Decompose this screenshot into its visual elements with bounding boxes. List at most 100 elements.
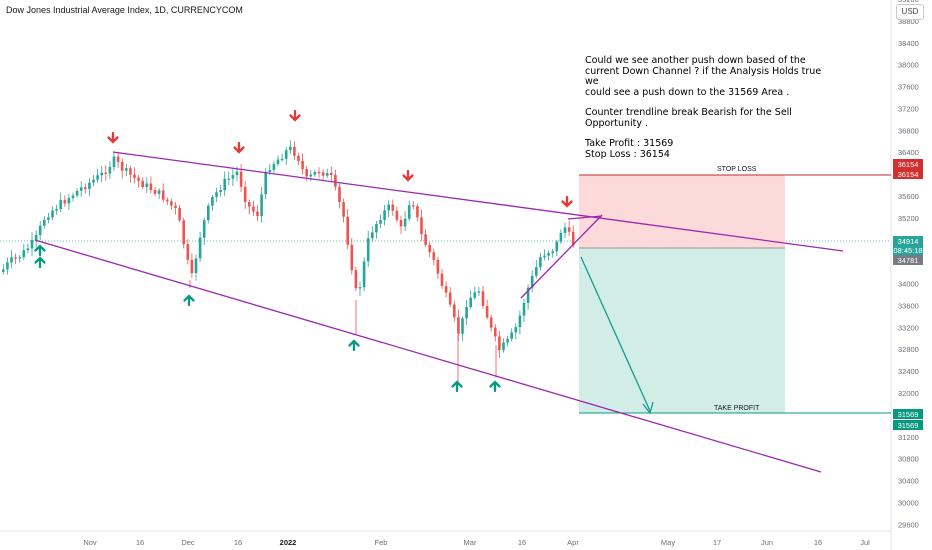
x-tick-label: Feb [375, 538, 388, 547]
channel-upper-line [112, 151, 844, 252]
candle-body [63, 200, 67, 204]
price-label-box [893, 245, 923, 255]
x-tick-label: 16 [814, 538, 822, 547]
candle-body [457, 317, 460, 334]
note-line: Stop Loss : 36154 [585, 148, 670, 160]
candle-body [559, 232, 563, 242]
y-tick-label: 29600 [898, 520, 919, 529]
y-tick-label: 35200 [898, 214, 919, 223]
candle-body [276, 159, 280, 165]
down-arrow-icon [233, 141, 245, 154]
y-tick-label: 38800 [898, 17, 919, 26]
channel-lines [34, 151, 844, 473]
price-label: 31569 [898, 410, 919, 419]
candle-body [47, 217, 50, 220]
candle-body [313, 172, 317, 175]
candle-body [391, 204, 395, 211]
y-tick-label: 36400 [898, 148, 919, 157]
analysis-note: Could we see another push down based of … [585, 55, 825, 160]
candle-body [280, 158, 284, 161]
up-arrow-icon [34, 244, 46, 257]
candle-body [354, 270, 358, 289]
candles [2, 140, 575, 385]
candle-body [301, 160, 304, 170]
candle-body [346, 216, 349, 245]
x-tick-label: Dec [181, 538, 195, 547]
candle-body [317, 172, 321, 174]
candle-body [284, 150, 288, 159]
candle-body [38, 225, 42, 236]
candle-body [535, 267, 538, 276]
y-tick-label: 39200 [898, 0, 919, 4]
candle-body [473, 292, 477, 298]
note-line: current Down Channel ? if the Analysis H… [585, 65, 822, 87]
y-tick-label: 37600 [898, 83, 919, 92]
candle-body [108, 167, 112, 174]
position-tool[interactable]: STOP LOSS TAKE PROFIT [579, 166, 891, 414]
candle-body [79, 187, 83, 191]
candle-body [243, 186, 247, 202]
currency-button[interactable]: USD [896, 4, 924, 20]
candle-body [137, 177, 140, 181]
candle-body [297, 155, 300, 161]
candle-body [51, 210, 54, 218]
candle-body [260, 194, 263, 217]
candle-body [186, 244, 190, 260]
candle-body [342, 202, 345, 217]
candle-body [518, 315, 522, 328]
x-tick-label: Apr [567, 538, 579, 547]
candle-body [551, 251, 554, 254]
down-arrow-icon [402, 169, 414, 182]
candle-body [227, 178, 231, 180]
price-label-box [893, 236, 923, 246]
candle-body [358, 287, 362, 289]
candle-body [522, 302, 526, 316]
candle-body [543, 255, 546, 258]
candle-body [223, 178, 226, 191]
candle-body [502, 342, 505, 351]
candle-body [71, 195, 75, 199]
candle-body [506, 338, 509, 343]
candle-body [461, 318, 464, 334]
price-label: 36154 [898, 160, 919, 169]
candle-body [272, 164, 276, 170]
y-tick-label: 36800 [898, 126, 919, 135]
x-tick-label: Jul [860, 538, 870, 547]
x-tick-label: 16 [136, 538, 144, 547]
candle-body [2, 269, 5, 272]
candle-body [481, 291, 485, 306]
stop-loss-label: STOP LOSS [717, 166, 757, 173]
candle-body [239, 171, 243, 187]
candle-body [235, 171, 239, 176]
candle-body [198, 237, 202, 259]
candle-body [334, 175, 337, 187]
candle-body [395, 210, 399, 220]
candle-body [465, 307, 468, 319]
y-tick-label: 38400 [898, 39, 919, 48]
candle-body [10, 257, 13, 263]
candle-body [305, 169, 308, 177]
y-tick-label: 32400 [898, 367, 919, 376]
take-profit-label: TAKE PROFIT [714, 405, 760, 412]
y-tick-label: 32000 [898, 389, 919, 398]
candle-body [26, 248, 30, 251]
y-tick-label: 31200 [898, 433, 919, 442]
candle-body [510, 332, 513, 339]
candle-body [149, 183, 153, 191]
x-tick-label: 16 [234, 538, 242, 547]
candle-body [403, 218, 407, 227]
take-profit-zone [579, 248, 785, 413]
candle-body [116, 156, 120, 162]
candle-body [362, 261, 366, 288]
candle-body [22, 250, 26, 258]
candle-body [539, 257, 542, 268]
x-axis: Nov 16 Dec 16 2022 Feb Mar 16 Apr May 17 Jun 16 Jul [0, 530, 891, 547]
x-tick-label: May [661, 538, 675, 547]
note-line: Counter trendline break Bearish for the … [585, 107, 792, 118]
candle-body [526, 287, 530, 303]
candle-body [161, 190, 165, 200]
x-tick-label: 2022 [280, 538, 297, 547]
wedge-top-line [567, 215, 603, 220]
candle-body [14, 257, 17, 259]
